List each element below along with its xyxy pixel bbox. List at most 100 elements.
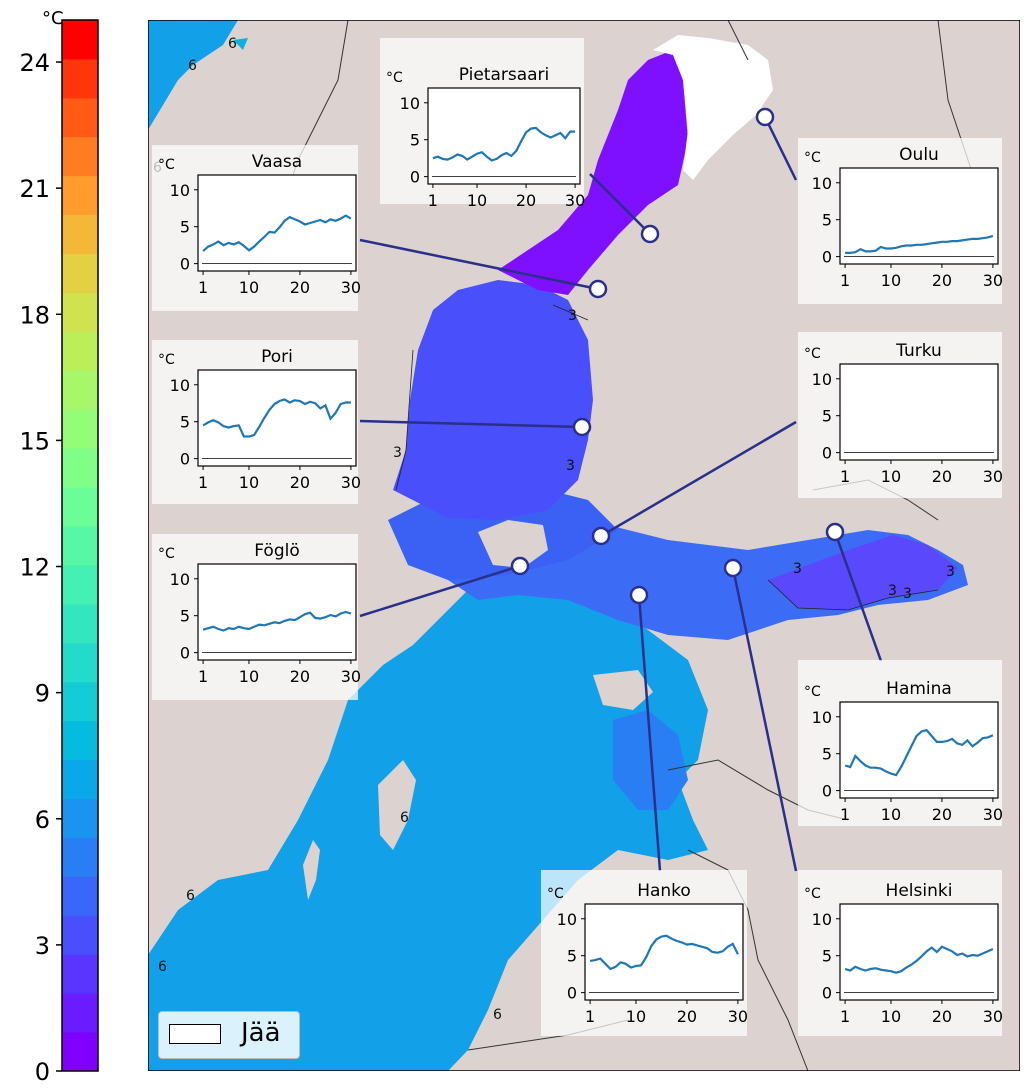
x-tick-label: 30: [341, 667, 361, 686]
colorbar-segment: [62, 993, 98, 1033]
y-tick-label: 10: [170, 181, 190, 200]
station-connector: [637, 594, 662, 872]
contour-label: 6: [493, 1007, 502, 1023]
contour-label: 6: [158, 959, 167, 975]
baltic-proper-sea: [148, 565, 708, 1071]
bothnian-sea: [393, 280, 593, 520]
baltic-sea-temperature-map: 66633333336666 Pietarsaari°C05101102030V…: [148, 20, 1020, 1071]
y-tick-label: 0: [567, 984, 577, 1003]
station-chart-axes: [427, 87, 581, 185]
x-tick-label: 10: [239, 278, 259, 297]
station-chart: Vaasa °C 0 5 10 1 10 20 30: [152, 145, 361, 311]
station-chart-unit: °C: [804, 886, 821, 902]
y-tick-label: 10: [812, 708, 832, 727]
station-chart: Pietarsaari °C 0 5 10 1 10 20 30: [380, 38, 585, 210]
colorbar-segment: [62, 253, 98, 293]
station-connector: [731, 567, 798, 872]
station-marker[interactable]: [640, 224, 660, 244]
x-tick-label: 30: [341, 278, 361, 297]
station-chart: Turku °C 0 5 10 1 10 20 30: [798, 332, 1003, 498]
colorbar-segment: [62, 876, 98, 916]
station-chart: Hamina °C 0 5 10 1 10 20 30: [798, 660, 1003, 826]
saaremaa-land: [593, 670, 653, 710]
y-tick-label: 5: [822, 947, 832, 966]
station-marker[interactable]: [572, 417, 592, 437]
bothnian-bay: [498, 50, 688, 295]
x-tick-label: 1: [840, 467, 850, 486]
station-chart-title: Helsinki: [886, 881, 953, 901]
temperature-series-line: [202, 398, 351, 438]
x-tick-label: 10: [881, 467, 901, 486]
colorbar-segment: [62, 487, 98, 527]
contour-label: 6: [188, 58, 197, 74]
x-tick-label: 10: [881, 805, 901, 824]
x-tick-label: 30: [565, 191, 585, 210]
station-connector: [763, 116, 798, 181]
gotland-land: [378, 760, 416, 850]
station-marker[interactable]: [723, 558, 743, 578]
station-marker[interactable]: [825, 522, 845, 542]
colorbar-segment: [62, 526, 98, 566]
contour-label: 6: [228, 36, 237, 52]
colorbar-segment: [62, 720, 98, 761]
temperature-series-line: [844, 945, 994, 974]
colorbar-tick-label: 9: [35, 680, 50, 708]
x-tick-label: 20: [290, 473, 310, 492]
norway-coast-sea: [148, 20, 238, 130]
y-tick-label: 5: [180, 218, 190, 237]
station-chart-axes: [839, 167, 999, 265]
x-tick-label: 20: [677, 1007, 697, 1026]
x-tick-label: 1: [198, 473, 208, 492]
station-chart-title: Hanko: [637, 881, 691, 901]
station-marker[interactable]: [629, 585, 649, 605]
x-tick-label: 10: [239, 667, 259, 686]
station-chart-unit: °C: [158, 157, 175, 173]
y-tick-label: 0: [180, 450, 190, 469]
station-marker[interactable]: [591, 526, 611, 546]
contour-label: 3: [566, 458, 575, 474]
station-marker[interactable]: [588, 279, 608, 299]
station-chart: Hanko °C 0 5 10 1 10 20 30: [541, 870, 748, 1036]
y-tick-label: 0: [180, 644, 190, 663]
temperature-series-line: [202, 610, 352, 632]
x-tick-label: 10: [239, 473, 259, 492]
station-chart-axes: [839, 701, 999, 799]
station-connector: [600, 420, 797, 538]
temperature-colorbar: 0 3 6 9 12 15 18 21 24 °C: [19, 8, 99, 1086]
y-tick-label: 10: [170, 570, 190, 589]
station-chart-title: Pietarsaari: [459, 65, 550, 85]
station-chart: Oulu °C 0 5 10 1 10 20 30: [798, 138, 1003, 304]
y-tick-label: 5: [567, 947, 577, 966]
colorbar-segment: [62, 837, 98, 877]
station-connector: [359, 564, 521, 618]
colorbar-segment: [62, 136, 98, 177]
station-chart-axes: [839, 363, 999, 461]
x-tick-label: 1: [198, 278, 208, 297]
y-tick-label: 5: [822, 407, 832, 426]
colorbar-segment: [62, 564, 98, 605]
station-chart-title: Vaasa: [252, 152, 302, 172]
x-tick-label: 30: [983, 805, 1003, 824]
y-tick-label: 10: [812, 174, 832, 193]
station-marker[interactable]: [755, 107, 775, 127]
y-tick-label: 5: [180, 413, 190, 432]
colorbar-segment: [62, 954, 98, 994]
ice-legend-swatch: [169, 1024, 221, 1044]
station-chart: Pori °C 0 5 10 1 10 20 30: [152, 340, 361, 504]
station-chart-title: Turku: [895, 341, 942, 361]
colorbar-segment: [62, 20, 98, 60]
colorbar-tick-label: 15: [19, 427, 50, 455]
station-connector: [833, 531, 883, 662]
x-tick-label: 1: [840, 1007, 850, 1026]
sea-ice: [653, 35, 773, 180]
station-chart-title: Hamina: [886, 679, 952, 699]
y-tick-label: 10: [812, 370, 832, 389]
temperature-series-line: [844, 728, 994, 777]
colorbar-segment: [62, 175, 98, 216]
colorbar-tick-label: 18: [19, 301, 50, 329]
station-marker[interactable]: [510, 556, 530, 576]
contour-label: 3: [903, 586, 912, 602]
y-tick-label: 5: [410, 131, 420, 150]
x-tick-label: 30: [983, 467, 1003, 486]
x-tick-label: 30: [983, 1007, 1003, 1026]
